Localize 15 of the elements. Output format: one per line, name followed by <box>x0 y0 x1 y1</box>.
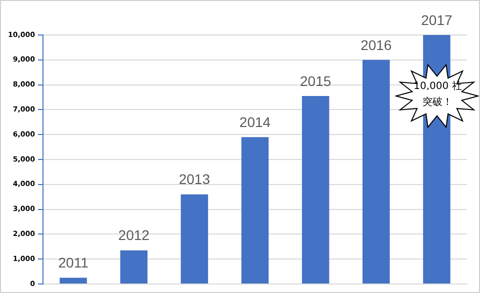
bar <box>60 278 87 284</box>
bar <box>241 137 269 284</box>
x-tick-label: 2011 <box>58 254 89 271</box>
bar <box>180 194 208 284</box>
starburst-icon: 10,000 社突破！ <box>394 63 479 129</box>
x-tick-label: 2012 <box>118 227 150 244</box>
x-tick-label: 2014 <box>239 114 271 130</box>
bar <box>120 250 148 284</box>
annotation: 10,000 社突破！ <box>412 80 463 110</box>
x-tick-label: 2013 <box>178 171 210 188</box>
bar <box>302 96 330 284</box>
x-tick-label: 2015 <box>300 72 332 89</box>
bar <box>362 60 390 284</box>
x-tick-label: 2016 <box>360 36 392 53</box>
x-tick-label: 2017 <box>421 12 452 28</box>
